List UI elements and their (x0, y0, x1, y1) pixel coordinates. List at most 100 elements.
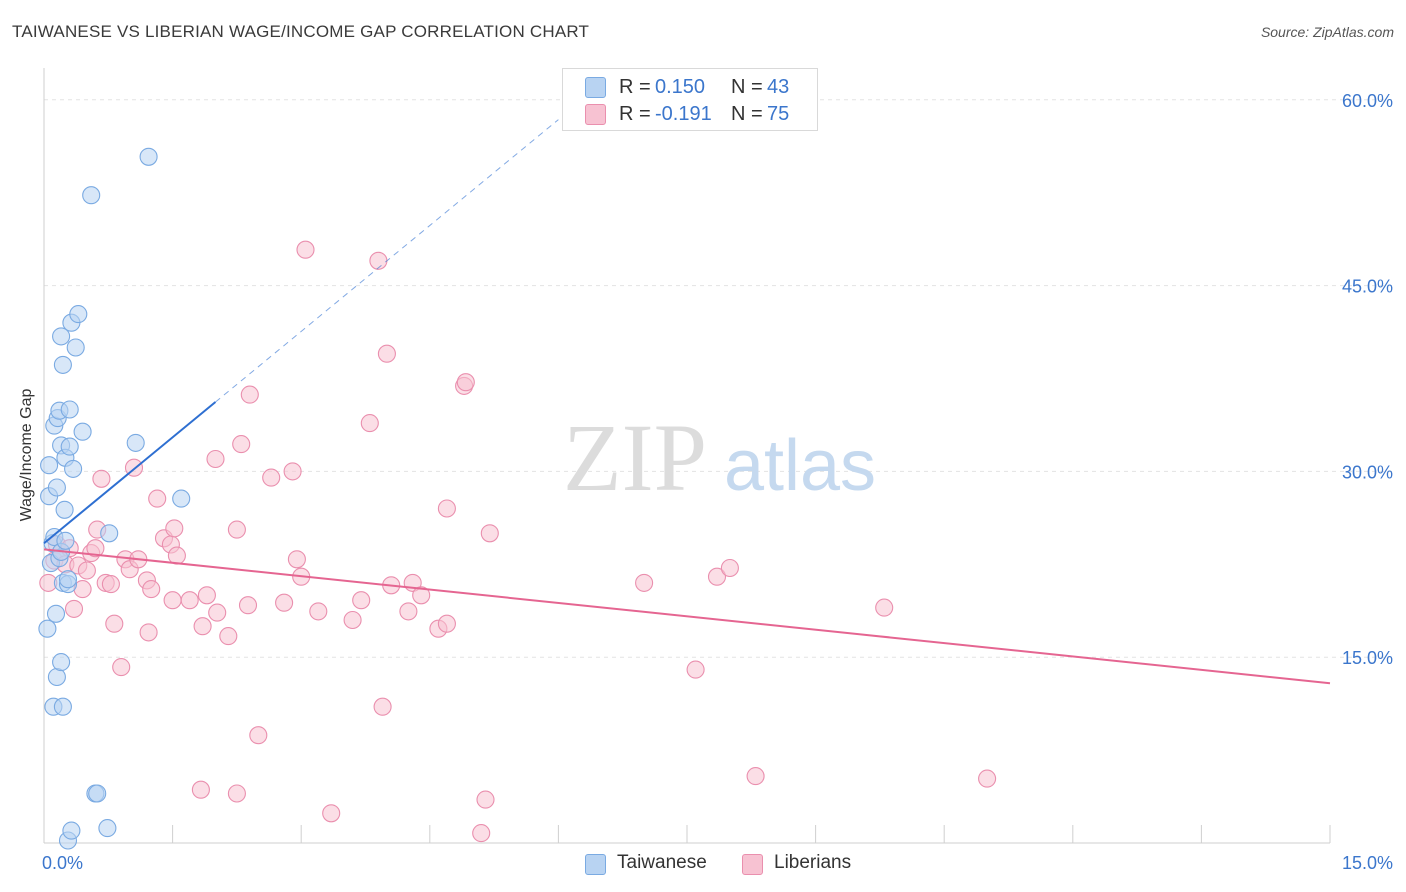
taiwanese-point (66, 338, 85, 357)
liberians-point (191, 780, 210, 799)
taiwanese-point (47, 667, 66, 687)
liberians-point (275, 593, 294, 612)
axes (43, 68, 1331, 844)
taiwanese-point (82, 186, 101, 205)
liberians-point (875, 598, 894, 617)
liberians-point (64, 599, 84, 618)
liberians-point (322, 804, 341, 823)
n-value: 43 (767, 76, 790, 98)
liberians-point (240, 385, 259, 404)
taiwanese-point (53, 355, 72, 374)
liberians-point (180, 591, 199, 610)
taiwanese-point (55, 500, 74, 519)
n-value: 75 (767, 103, 790, 125)
y-axis-label: Wage/Income Gap (18, 388, 35, 522)
legend-row-liberians: R = -0.191 N = 75 (563, 101, 817, 127)
legend-label: Taiwanese (617, 852, 707, 873)
liberians-point (720, 558, 739, 578)
r-value: 0.150 (655, 76, 706, 98)
liberians-trend-line (43, 548, 1331, 685)
liberians-point (112, 658, 131, 677)
taiwanese-point (172, 489, 191, 508)
liberians-point (249, 726, 268, 745)
liberians-point (219, 627, 238, 646)
liberians-point (139, 623, 158, 642)
liberians-point (77, 561, 96, 580)
liberians-point (163, 591, 182, 610)
pink-swatch (742, 854, 763, 875)
taiwanese-point (38, 619, 57, 638)
y-tick-labels: 15.0% 30.0% 45.0% 60.0% (1342, 91, 1393, 668)
taiwanese-trend-line (43, 401, 217, 545)
taiwanese-point (60, 437, 79, 456)
liberians-point (287, 550, 306, 569)
liberians-point (193, 617, 212, 636)
r-label: R = (619, 103, 651, 125)
liberians-point (238, 596, 258, 615)
y-tick-label: 15.0% (1342, 648, 1393, 668)
liberians-point (227, 784, 246, 803)
liberians-point (352, 591, 371, 610)
n-label: N = (731, 76, 763, 98)
taiwanese-point (88, 784, 107, 803)
liberians-point (437, 499, 456, 518)
taiwanese-point (53, 697, 72, 716)
liberians-point (142, 580, 161, 599)
liberians-point (208, 603, 227, 622)
liberians-point (707, 567, 727, 586)
liberians-point (227, 520, 246, 539)
n-label: N = (731, 103, 763, 125)
liberians-point (101, 575, 120, 594)
r-value: -0.191 (655, 103, 712, 125)
liberians-point (105, 614, 124, 633)
liberians-point (197, 586, 216, 605)
blue-swatch (585, 854, 606, 875)
liberians-point (746, 767, 765, 786)
taiwanese-point (58, 570, 78, 589)
pink-swatch (585, 104, 606, 125)
taiwanese-point (46, 604, 66, 623)
liberians-point (476, 790, 495, 809)
y-tick-label: 60.0% (1342, 91, 1393, 111)
taiwanese-point (47, 478, 66, 497)
liberians-point (148, 489, 167, 508)
taiwanese-point (126, 433, 145, 452)
liberians-point (437, 614, 456, 633)
liberians-points (39, 240, 997, 843)
liberians-point (360, 414, 379, 433)
taiwanese-point (69, 305, 88, 324)
liberians-point (412, 586, 431, 605)
liberians-point (86, 539, 105, 558)
liberians-point (92, 469, 111, 488)
liberians-point (165, 519, 184, 538)
x-tick-label: 15.0% (1342, 853, 1393, 873)
watermark-zip: ZIP (563, 404, 707, 511)
trend-lines (43, 119, 1331, 685)
taiwanese-point (98, 819, 117, 838)
r-label: R = (619, 76, 651, 98)
taiwanese-points (38, 147, 191, 850)
liberians-point (373, 697, 392, 716)
y-tick-label: 45.0% (1342, 277, 1393, 297)
correlation-legend: R = 0.150 N = 43 R = -0.191 N = 75 (562, 68, 818, 131)
blue-swatch (585, 77, 606, 98)
y-tick-label: 30.0% (1342, 462, 1393, 482)
liberians-point (283, 462, 302, 481)
liberians-point (686, 660, 705, 679)
liberians-point (472, 824, 491, 843)
liberians-point (309, 602, 328, 621)
taiwanese-point (64, 459, 83, 478)
taiwanese-point (52, 653, 71, 672)
liberians-point (978, 769, 997, 788)
liberians-point (399, 602, 418, 621)
legend-label: Liberians (774, 852, 852, 873)
taiwanese-point (73, 422, 92, 441)
watermark-atlas: atlas (724, 426, 876, 506)
source-label: Source: ZipAtlas.com (1260, 24, 1394, 40)
liberians-point (456, 373, 475, 392)
taiwanese-point (60, 400, 79, 419)
liberians-point (369, 251, 388, 270)
liberians-point (296, 240, 315, 259)
liberians-point (635, 573, 654, 592)
